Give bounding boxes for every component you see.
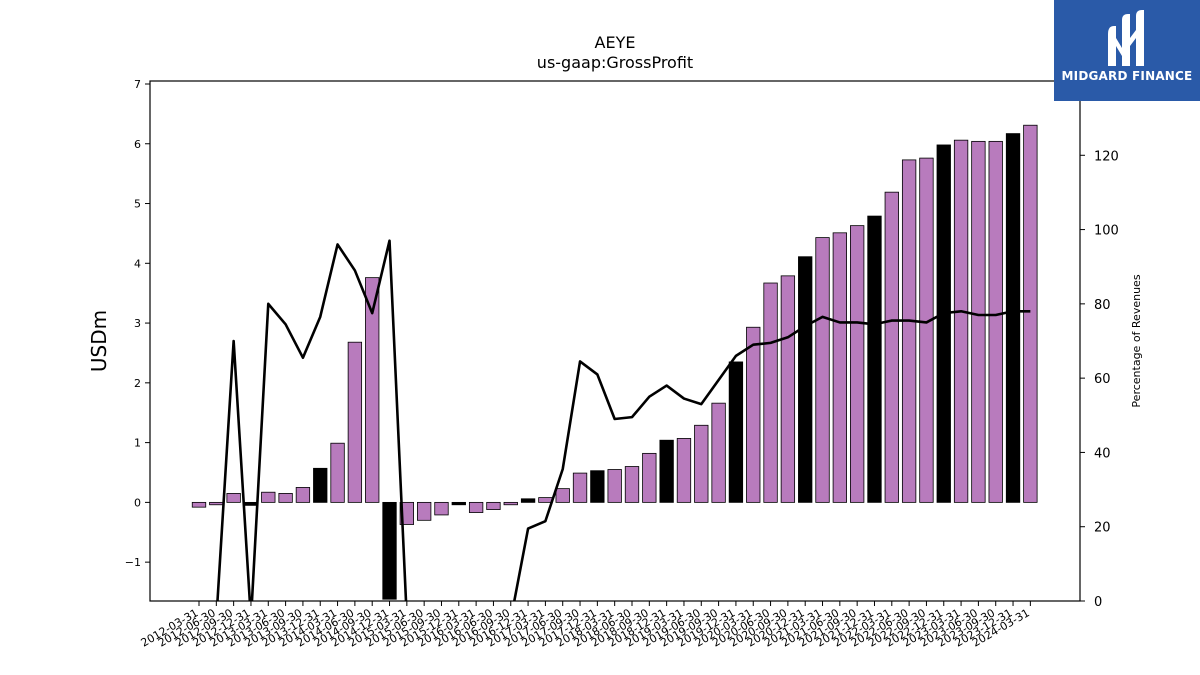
bar-2018-03-31 [607, 469, 622, 503]
bar-2013-06-30 [278, 493, 293, 503]
bar-2022-09-30 [919, 157, 934, 503]
y-tick-label-7: 7 [134, 78, 141, 91]
bar-2012-03-31 [191, 501, 207, 508]
y-tick-label-2: 2 [134, 377, 141, 390]
bar-2021-09-30 [850, 225, 865, 503]
bar-2017-06-30 [555, 488, 570, 503]
y2-tick-label-120: 120 [1094, 149, 1119, 164]
bar-2016-12-31 [520, 498, 536, 503]
y-tick-label-6: 6 [134, 138, 141, 151]
y-tick-label-4: 4 [134, 257, 141, 270]
bar-2012-12-31 [243, 501, 259, 506]
y2-tick-label-80: 80 [1094, 298, 1111, 313]
bar-2016-03-31 [468, 501, 484, 513]
bar-2020-09-30 [780, 275, 796, 503]
bar-2017-03-31 [538, 497, 553, 503]
y2-tick-label-60: 60 [1094, 372, 1111, 387]
line-layer [216, 239, 1031, 601]
bar-2014-12-31 [382, 501, 397, 600]
bar-2016-06-30 [486, 501, 501, 510]
bar-2014-06-30 [347, 341, 363, 503]
bar-2012-09-30 [226, 493, 241, 503]
bar-2019-09-30 [711, 402, 726, 503]
y2-axis-label: Percentage of Revenues [1130, 274, 1143, 407]
bar-2023-09-30 [988, 140, 1003, 503]
bar-2015-09-30 [434, 501, 449, 516]
bar-2020-03-31 [746, 326, 761, 503]
midgard-m-icon [1108, 10, 1144, 66]
y2-tick-label-40: 40 [1094, 446, 1111, 461]
y2-tick-label-0: 0 [1094, 595, 1102, 610]
bars-layer [191, 124, 1038, 600]
bar-2014-09-30 [365, 277, 380, 503]
bar-2015-06-30 [417, 501, 432, 521]
bar-2017-12-31 [590, 470, 605, 503]
bar-2023-03-31 [953, 139, 969, 503]
bar-2018-09-30 [642, 452, 657, 503]
bar-2020-06-30 [763, 282, 778, 503]
y-tick-label-5: 5 [134, 198, 141, 211]
bar-2020-12-31 [798, 256, 813, 503]
bar-2023-12-31 [1005, 133, 1021, 503]
y-tick-label-3: 3 [134, 317, 141, 330]
axes-layer: −1012345670204060801001202012-03-312012-… [125, 78, 1119, 650]
y2-tick-label-100: 100 [1094, 224, 1119, 239]
bar-2018-12-31 [659, 439, 674, 503]
bar-2013-12-31 [313, 467, 328, 503]
y2-tick-label-20: 20 [1094, 521, 1111, 536]
bar-2015-12-31 [451, 501, 466, 506]
logo-text: MIDGARD FINANCE [1061, 69, 1193, 83]
bar-2018-06-30 [624, 466, 640, 503]
logo: MIDGARD FINANCE [1054, 0, 1200, 101]
bar-2021-03-31 [815, 237, 830, 503]
series-line-percentage-of-revenues [216, 239, 1031, 601]
bar-2013-03-31 [261, 491, 276, 503]
bar-2022-03-31 [884, 191, 899, 503]
chart-subtitle: us-gaap:GrossProfit [537, 53, 693, 72]
bar-2024-03-31 [1023, 124, 1038, 503]
bar-2014-03-31 [330, 442, 345, 503]
bar-2017-09-30 [572, 472, 588, 503]
bar-2023-06-30 [971, 140, 986, 503]
y-tick-label--1: −1 [125, 556, 141, 569]
bar-2016-09-30 [503, 501, 518, 506]
bar-2021-06-30 [832, 232, 847, 503]
bar-2022-06-30 [901, 159, 917, 503]
bar-2022-12-31 [936, 144, 951, 503]
y-axis-label: USDm [87, 310, 111, 372]
bar-2021-12-31 [867, 215, 882, 503]
bar-2019-12-31 [728, 361, 744, 503]
bar-2012-06-30 [209, 501, 224, 506]
bar-2019-03-31 [676, 438, 692, 503]
y-tick-label-0: 0 [134, 496, 141, 509]
chart-title: AEYE [595, 33, 636, 52]
bar-2019-06-30 [694, 424, 709, 503]
bar-2013-09-30 [295, 487, 311, 503]
y-tick-label-1: 1 [134, 437, 141, 450]
